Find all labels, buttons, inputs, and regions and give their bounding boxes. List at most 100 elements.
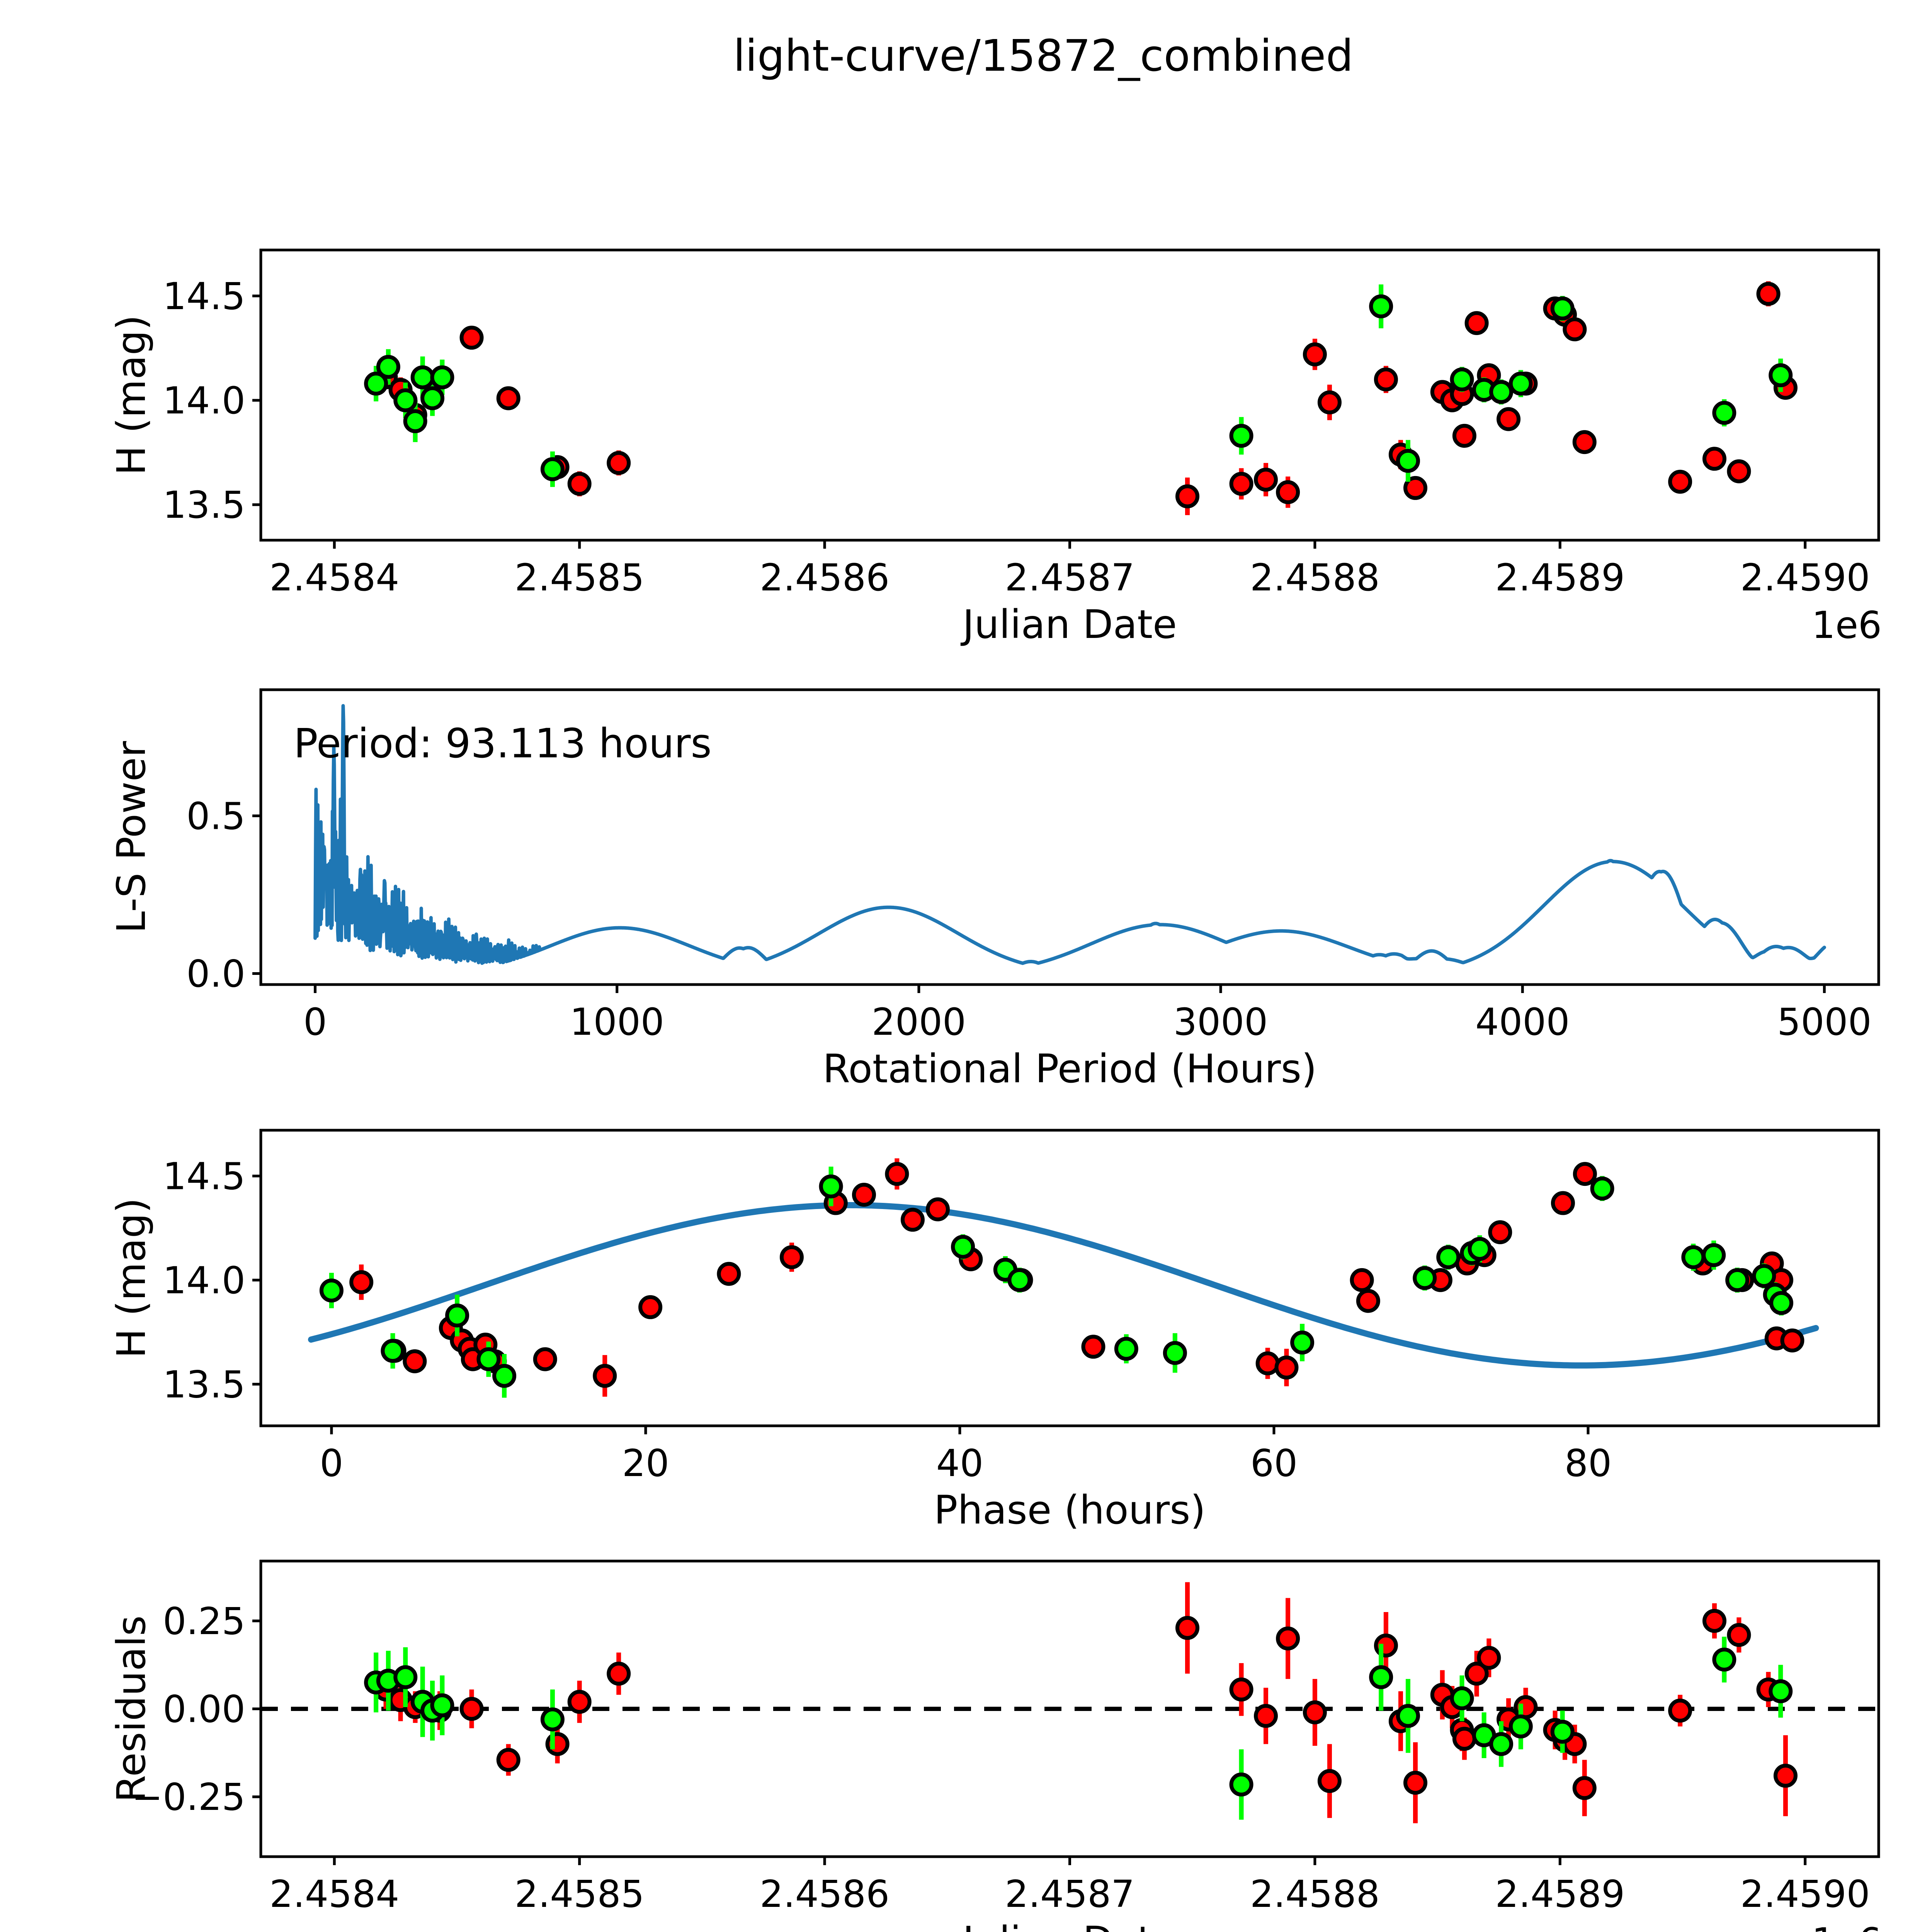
data-point: [1773, 1764, 1798, 1788]
data-point: [1229, 1772, 1253, 1797]
data-point: [393, 1665, 418, 1689]
y-axis-label-0: H (mag): [109, 315, 155, 475]
x-axis-label-1: Rotational Period (Hours): [823, 1046, 1317, 1092]
data-point: [1727, 459, 1751, 483]
x-axis-offset-0: 1e6: [1812, 604, 1882, 647]
data-point: [1488, 1220, 1512, 1244]
data-point: [459, 1697, 484, 1721]
x-tick-label-1-2: 2000: [872, 1000, 966, 1044]
data-point: [420, 386, 445, 410]
x-tick-label-2-3: 60: [1250, 1442, 1298, 1485]
y-tick-label-1-1: 0.5: [186, 794, 245, 838]
data-point: [1396, 1704, 1420, 1728]
data-point: [1356, 1289, 1380, 1313]
data-point: [1702, 447, 1726, 471]
data-point: [1303, 1700, 1327, 1725]
x-tick-label-0-1: 2.4585: [515, 556, 645, 599]
data-point: [885, 1162, 909, 1186]
data-point: [1403, 476, 1427, 500]
x-tick-label-1-0: 0: [303, 1000, 327, 1044]
y-axis-label-1: L-S Power: [109, 741, 155, 933]
data-point: [1229, 1677, 1253, 1702]
x-tick-label-0-6: 2.4590: [1740, 556, 1870, 599]
data-point: [492, 1364, 517, 1388]
data-point: [1007, 1268, 1032, 1292]
y-axis-label-3: Residuals: [109, 1616, 155, 1803]
x-tick-label-3-1: 2.4585: [515, 1872, 645, 1916]
data-point: [1563, 317, 1587, 342]
data-point: [1712, 401, 1736, 425]
data-point: [1468, 1237, 1492, 1261]
data-point: [496, 1748, 520, 1772]
y-tick-label-0-2: 13.5: [163, 483, 245, 527]
y-tick-label-2-1: 14.0: [163, 1259, 245, 1302]
y-tick-label-0-0: 14.5: [163, 275, 245, 318]
data-point: [1780, 1328, 1804, 1353]
data-point: [638, 1295, 663, 1319]
y-tick-label-1-0: 0.0: [186, 952, 245, 995]
x-tick-label-3-2: 2.4586: [760, 1872, 889, 1916]
x-tick-label-0-5: 2.4589: [1495, 556, 1625, 599]
y-tick-label-0-1: 14.0: [163, 379, 245, 422]
data-point: [1369, 294, 1393, 318]
data-point: [1452, 423, 1476, 448]
x-tick-label-1-3: 3000: [1173, 1000, 1268, 1044]
data-point: [1681, 1245, 1706, 1269]
x-tick-label-3-0: 2.4584: [269, 1872, 399, 1916]
data-point: [1274, 1355, 1299, 1380]
data-point: [376, 355, 400, 379]
data-point: [1254, 468, 1278, 492]
data-point: [607, 451, 631, 475]
y-tick-label-2-2: 13.5: [163, 1363, 245, 1406]
data-point: [533, 1347, 557, 1371]
data-point: [1497, 407, 1521, 431]
data-point: [1550, 1719, 1575, 1744]
x-tick-label-1-5: 5000: [1777, 1000, 1871, 1044]
data-point: [319, 1278, 344, 1303]
data-point: [1572, 1776, 1597, 1800]
x-tick-label-0-3: 2.4587: [1005, 556, 1135, 599]
y-tick-label-3-0: 0.25: [163, 1600, 245, 1643]
data-point: [1163, 1341, 1187, 1365]
data-point: [540, 1707, 565, 1731]
x-tick-label-0-2: 2.4586: [760, 556, 889, 599]
data-point: [410, 365, 435, 389]
x-axis-offset-3: 1e6: [1812, 1920, 1882, 1932]
data-point: [349, 1270, 374, 1294]
data-point: [1551, 1191, 1575, 1215]
data-point: [1725, 1268, 1750, 1292]
data-point: [393, 388, 418, 413]
data-point: [1290, 1330, 1315, 1355]
x-tick-label-3-3: 2.4587: [1005, 1872, 1135, 1916]
data-point: [1317, 1769, 1342, 1793]
data-point: [1229, 423, 1253, 448]
data-point: [951, 1235, 975, 1259]
data-point: [1702, 1243, 1726, 1267]
data-point: [567, 1690, 592, 1714]
data-point: [496, 386, 520, 410]
x-tick-label-0-0: 2.4584: [269, 556, 399, 599]
data-point: [1464, 311, 1489, 335]
data-point: [1769, 1679, 1793, 1703]
data-point: [403, 409, 427, 434]
data-point: [1229, 472, 1253, 496]
data-point: [476, 1347, 501, 1371]
data-point: [1550, 296, 1575, 321]
data-point: [779, 1245, 804, 1269]
data-point: [1436, 1245, 1461, 1269]
data-point: [1255, 1351, 1280, 1376]
x-tick-label-3-5: 2.4589: [1495, 1872, 1625, 1916]
data-point: [900, 1208, 925, 1232]
data-point: [1175, 1616, 1200, 1640]
data-point: [593, 1364, 617, 1388]
data-point: [1403, 1770, 1427, 1795]
data-point: [1509, 1714, 1533, 1739]
data-point: [1396, 449, 1420, 473]
data-point: [1276, 480, 1300, 504]
x-tick-label-2-4: 80: [1565, 1442, 1612, 1485]
data-point: [1712, 1648, 1736, 1672]
data-point: [852, 1183, 876, 1207]
data-point: [430, 1693, 454, 1718]
y-tick-label-2-0: 14.5: [163, 1155, 245, 1198]
